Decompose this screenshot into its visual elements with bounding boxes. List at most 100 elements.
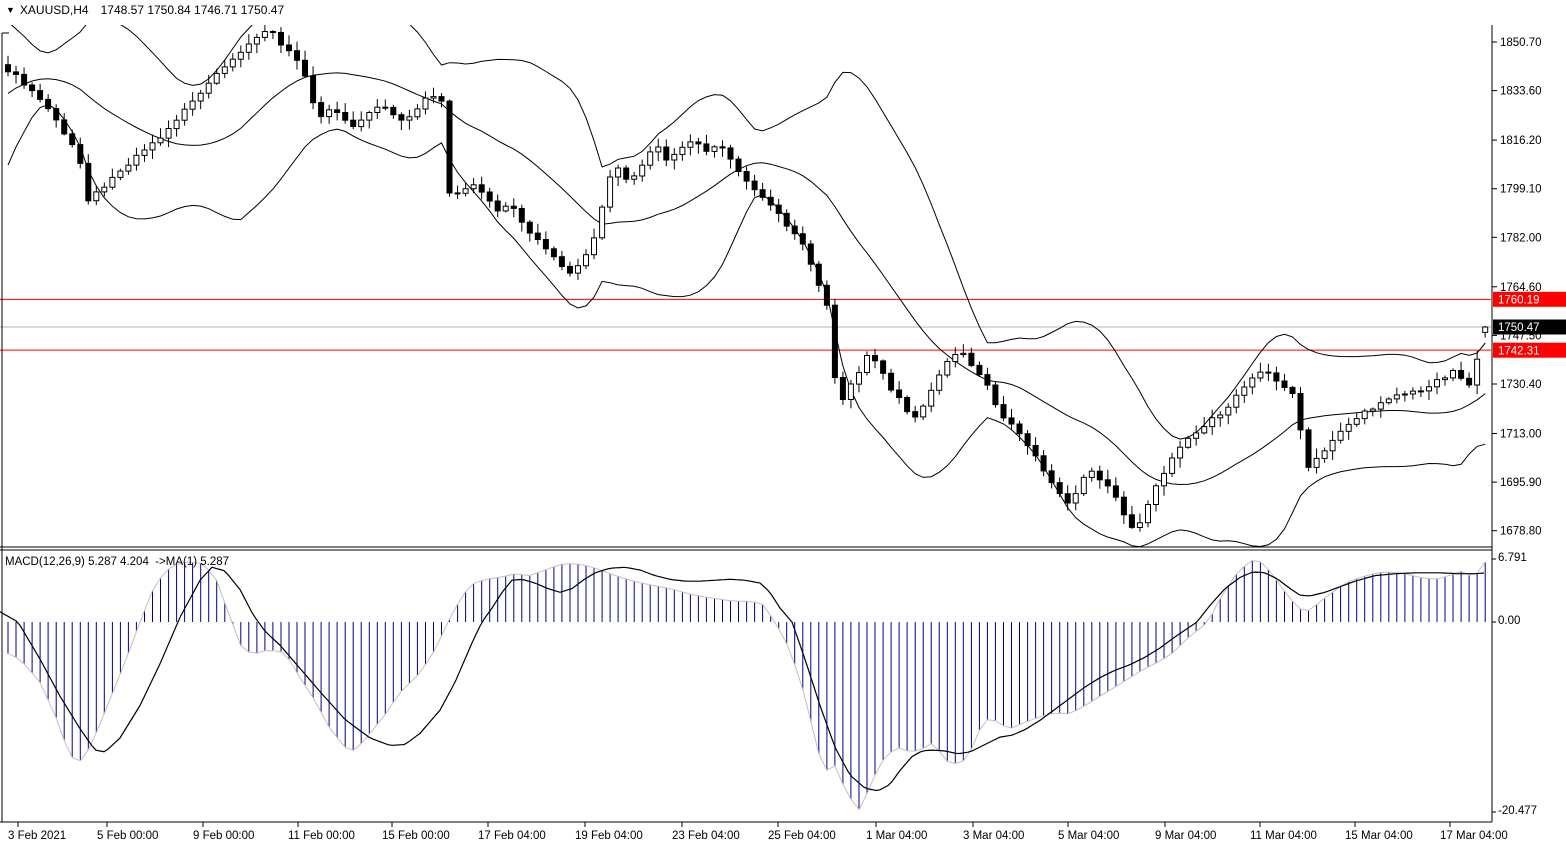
candle-bear — [1458, 370, 1465, 379]
candle-bear — [1048, 470, 1055, 484]
candle-bear — [751, 180, 758, 191]
candle-bull — [1409, 390, 1416, 395]
time-tick-label: 5 Mar 04:00 — [1058, 830, 1119, 842]
price-tag — [1493, 342, 1566, 358]
candle-bull — [1369, 408, 1376, 412]
candle-bear — [703, 143, 710, 152]
time-tick-label: 17 Feb 04:00 — [478, 830, 546, 842]
candle-bear — [1056, 482, 1063, 495]
candle-bull — [109, 176, 116, 188]
candle-bear — [904, 397, 911, 413]
candle-bull — [101, 186, 108, 193]
candle-bear — [567, 265, 573, 274]
time-tick-label: 9 Feb 00:00 — [193, 830, 254, 842]
symbol-period-label: XAUUSD,H4 — [19, 3, 89, 17]
candle-bear — [286, 44, 292, 52]
time-tick-label: 15 Mar 04:00 — [1345, 830, 1413, 842]
candle-bear — [1104, 479, 1111, 487]
time-tick-label: 23 Feb 04:00 — [672, 830, 740, 842]
candle-bear — [1000, 404, 1007, 419]
candle-bear — [13, 71, 19, 75]
candle-bull — [237, 51, 244, 60]
candle-bull — [1313, 457, 1320, 468]
candle-bull — [1177, 446, 1184, 459]
price-tag — [1493, 319, 1566, 335]
candle-bear — [695, 141, 702, 145]
time-tick-label: 15 Feb 00:00 — [382, 830, 450, 842]
candle-bear — [1289, 386, 1296, 394]
candle-bull — [591, 237, 597, 256]
macd-scale-max: 6.791 — [1498, 552, 1527, 564]
candle-bear — [1466, 377, 1473, 386]
candle-bear — [398, 114, 405, 121]
candle-bull — [470, 184, 477, 190]
candle-bear — [558, 256, 565, 268]
candle-bear — [438, 96, 445, 102]
time-tick-label: 11 Mar 04:00 — [1250, 830, 1317, 842]
price-tick-label: 1799.10 — [1500, 184, 1542, 196]
candle-bull — [1153, 485, 1159, 505]
candle-bear — [735, 158, 742, 173]
candle-bear — [278, 32, 284, 46]
candle-bull — [711, 146, 718, 152]
candle-bear — [968, 352, 975, 366]
candle-bull — [117, 170, 124, 178]
candle-bear — [759, 189, 766, 198]
candle-bull — [1321, 450, 1328, 459]
candle-bear — [1016, 423, 1023, 435]
candle-bear — [775, 204, 782, 214]
candle-bull — [1136, 522, 1143, 528]
macd-panel[interactable] — [0, 559, 1486, 811]
bollinger-upper-line — [10, 25, 1486, 440]
candle-bear — [342, 112, 349, 121]
candle-bull — [93, 191, 100, 202]
candle-bull — [679, 146, 686, 155]
candle-bull — [157, 137, 164, 144]
candle-bear — [783, 212, 790, 227]
candle-bear — [390, 106, 397, 116]
candle-bear — [888, 372, 895, 391]
candle-bear — [1040, 455, 1047, 472]
candle-bull — [261, 31, 268, 38]
candle-bull — [358, 119, 365, 128]
candle-bear — [767, 196, 774, 206]
symbol-dropdown-icon[interactable]: ▼ — [6, 5, 15, 15]
candle-bull — [173, 119, 180, 130]
candle-bear — [1305, 429, 1312, 468]
candle-bull — [125, 164, 132, 172]
candle-bull — [221, 66, 228, 74]
candle-bear — [976, 364, 983, 376]
candle-bull — [1209, 417, 1216, 428]
candle-bull — [406, 116, 413, 121]
candle-bull — [1337, 430, 1344, 441]
candle-bull — [928, 389, 935, 407]
candle-bull — [847, 383, 854, 400]
quote-ohlc-values: 1748.57 1750.84 1746.71 1750.47 — [100, 3, 285, 17]
macd-indicator-label: MACD(12,26,9) 5.287 4.204 ->MA(1) 5.287 — [5, 556, 230, 568]
candle-bull — [1426, 386, 1432, 392]
axes-layer: 1850.70 1833.60 1816.20 1799.10 1782.00 1764.… — [0, 25, 1566, 842]
candle-bull — [1417, 390, 1424, 393]
candle-bull — [952, 354, 959, 362]
candle-bear — [29, 84, 36, 92]
candle-bull — [944, 361, 951, 376]
candle-bear — [550, 248, 557, 258]
candle-bear — [623, 167, 630, 180]
candle-bull — [1233, 394, 1240, 408]
candle-bull — [422, 97, 429, 110]
candle-bull — [326, 109, 333, 118]
macd-main-line — [7, 559, 1486, 811]
price-panel[interactable] — [0, 3, 1491, 548]
price-tag-value: 1750.47 — [1498, 322, 1540, 334]
time-tick-label: 5 Feb 00:00 — [97, 830, 158, 842]
candle-bear — [1128, 514, 1135, 528]
candle-bull — [197, 92, 204, 102]
candle-bull — [430, 96, 437, 99]
candle-bull — [1345, 423, 1352, 432]
candle-bear — [69, 133, 76, 146]
candle-bear — [880, 360, 887, 374]
candle-bull — [1145, 504, 1151, 524]
candle-bull — [213, 72, 220, 84]
candle-bull — [1072, 493, 1079, 504]
